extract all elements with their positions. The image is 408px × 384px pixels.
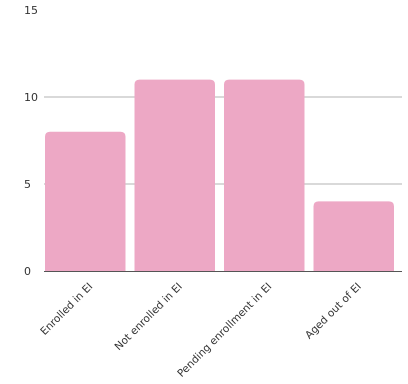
y-tick-label: 10	[24, 91, 38, 104]
bar	[224, 79, 305, 271]
y-tick-label: 0	[24, 265, 31, 278]
x-tick-labels: Enrolled in EI Not enrolled in EIPending …	[38, 281, 364, 380]
x-tick-label: Pending enrollment in EI	[175, 281, 274, 380]
x-tick-label: Enrolled in EI	[38, 281, 95, 338]
y-tick-labels: 0 5 10 15	[24, 4, 38, 278]
bars	[45, 79, 394, 271]
y-tick-label: 15	[24, 4, 38, 17]
x-tick-label: Aged out of EI	[303, 281, 364, 342]
bar	[134, 79, 215, 271]
y-tick-label: 5	[24, 178, 31, 191]
bar	[313, 201, 394, 271]
bar	[45, 131, 126, 271]
x-tick-label: Not enrolled in EI	[113, 281, 185, 353]
